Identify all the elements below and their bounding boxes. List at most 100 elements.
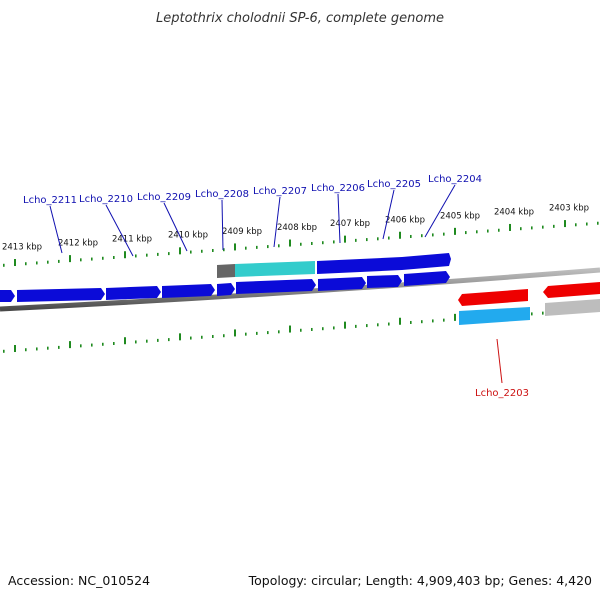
- gene-label-leaders: [49, 184, 503, 384]
- minor-tick: [168, 338, 170, 342]
- minor-tick: [575, 223, 577, 227]
- minor-tick: [190, 336, 192, 340]
- gene-lcho-2202-cds[interactable]: [545, 299, 600, 316]
- gene-label[interactable]: Lcho_2207: [253, 186, 307, 197]
- minor-tick: [498, 228, 500, 232]
- minor-tick: [267, 331, 269, 335]
- accession-text: Accession: NC_010524: [8, 573, 150, 588]
- kbp-label: 2405 kbp: [440, 211, 480, 221]
- kbp-label: 2409 kbp: [222, 227, 262, 237]
- gene-edge-arrow[interactable]: [0, 290, 15, 302]
- gene-lcho-2209-arrow[interactable]: [162, 284, 215, 298]
- major-tick: [179, 333, 181, 341]
- gene-lcho-2210-arrow[interactable]: [106, 286, 161, 300]
- gene-label[interactable]: Lcho_2210: [79, 194, 133, 205]
- minor-tick: [135, 254, 137, 258]
- minor-tick: [388, 322, 390, 326]
- minor-tick: [256, 331, 258, 335]
- gene-label[interactable]: Lcho_2208: [195, 189, 249, 200]
- kbp-label: 2404 kbp: [494, 208, 534, 218]
- gene-label[interactable]: Lcho_2209: [137, 192, 191, 203]
- minor-tick: [58, 345, 60, 349]
- pseudo-gene-segment[interactable]: [217, 264, 235, 278]
- minor-tick: [245, 332, 247, 336]
- minor-tick: [388, 236, 390, 240]
- gene-lcho-2207-highlight[interactable]: [235, 261, 315, 277]
- gene-lcho-2206-arrow[interactable]: [318, 277, 366, 291]
- minor-tick: [542, 225, 544, 229]
- gene-lcho-2204-inner-arrow[interactable]: [404, 271, 450, 286]
- genome-backbone: [0, 267, 600, 312]
- major-tick: [14, 259, 16, 267]
- minor-tick: [311, 327, 313, 331]
- minor-tick: [542, 311, 544, 315]
- minor-tick: [311, 241, 313, 245]
- gene-lcho-2203-cds[interactable]: [459, 307, 530, 325]
- minor-tick: [47, 260, 49, 264]
- major-tick: [399, 231, 401, 239]
- gene-label[interactable]: Lcho_2206: [311, 183, 365, 194]
- gene-lcho-2207-arrow[interactable]: [236, 279, 316, 294]
- minor-tick: [355, 238, 357, 242]
- major-tick: [344, 321, 346, 329]
- minor-tick: [553, 224, 555, 228]
- gene-label-leader: [163, 202, 188, 252]
- gene-lcho-2202-arrow[interactable]: [543, 282, 600, 298]
- major-tick: [289, 239, 291, 247]
- minor-tick: [300, 242, 302, 246]
- minor-tick: [91, 257, 93, 261]
- minor-tick: [410, 234, 412, 238]
- gene-lcho-2211-arrow[interactable]: [17, 288, 105, 302]
- gene-lcho-2208-arrow[interactable]: [217, 283, 235, 296]
- gene-label-leader: [273, 196, 281, 248]
- major-tick: [399, 317, 401, 325]
- major-tick: [564, 220, 566, 228]
- major-tick: [124, 337, 126, 345]
- minor-tick: [531, 226, 533, 230]
- gene-lcho-2204-arrow[interactable]: [402, 253, 451, 270]
- gene-lcho-2205-arrow[interactable]: [317, 257, 402, 274]
- minor-tick: [25, 348, 27, 352]
- minor-tick: [113, 341, 115, 345]
- minor-tick: [300, 328, 302, 332]
- gene-label[interactable]: Lcho_2204: [428, 174, 482, 185]
- minor-tick: [135, 340, 137, 344]
- gene-label[interactable]: Lcho_2205: [367, 179, 421, 190]
- gene-features: [0, 253, 600, 325]
- minor-tick: [366, 324, 368, 328]
- minor-tick: [223, 248, 225, 252]
- minor-tick: [36, 261, 38, 265]
- minor-tick: [201, 249, 203, 253]
- minor-tick: [146, 253, 148, 257]
- minor-tick: [146, 339, 148, 343]
- major-tick: [179, 247, 181, 255]
- gene-label-leader: [496, 338, 503, 384]
- minor-tick: [443, 232, 445, 236]
- minor-tick: [278, 330, 280, 334]
- minor-tick: [465, 231, 467, 235]
- minor-tick: [531, 312, 533, 316]
- minor-tick: [80, 258, 82, 262]
- minor-tick: [102, 342, 104, 346]
- gene-label-leader: [424, 184, 456, 238]
- minor-tick: [267, 245, 269, 249]
- gene-label-leader: [105, 204, 134, 257]
- gene-label-leader: [337, 193, 341, 244]
- minor-tick: [113, 255, 115, 259]
- gene-label[interactable]: Lcho_2203: [475, 388, 529, 399]
- minor-tick: [190, 250, 192, 254]
- gene-label-leader: [49, 205, 63, 254]
- major-tick: [509, 223, 511, 231]
- minor-tick: [245, 246, 247, 250]
- genome-summary-text: Topology: circular; Length: 4,909,403 bp…: [248, 573, 592, 588]
- major-tick: [234, 329, 236, 337]
- minor-tick: [223, 334, 225, 338]
- minor-tick: [3, 349, 5, 353]
- major-tick: [289, 325, 291, 333]
- minor-tick: [421, 234, 423, 238]
- gene-label[interactable]: Lcho_2211: [23, 195, 77, 206]
- major-tick: [124, 251, 126, 259]
- gene-lcho-2203-arrow[interactable]: [458, 289, 528, 306]
- gene-lcho-2205-inner-arrow[interactable]: [367, 275, 402, 288]
